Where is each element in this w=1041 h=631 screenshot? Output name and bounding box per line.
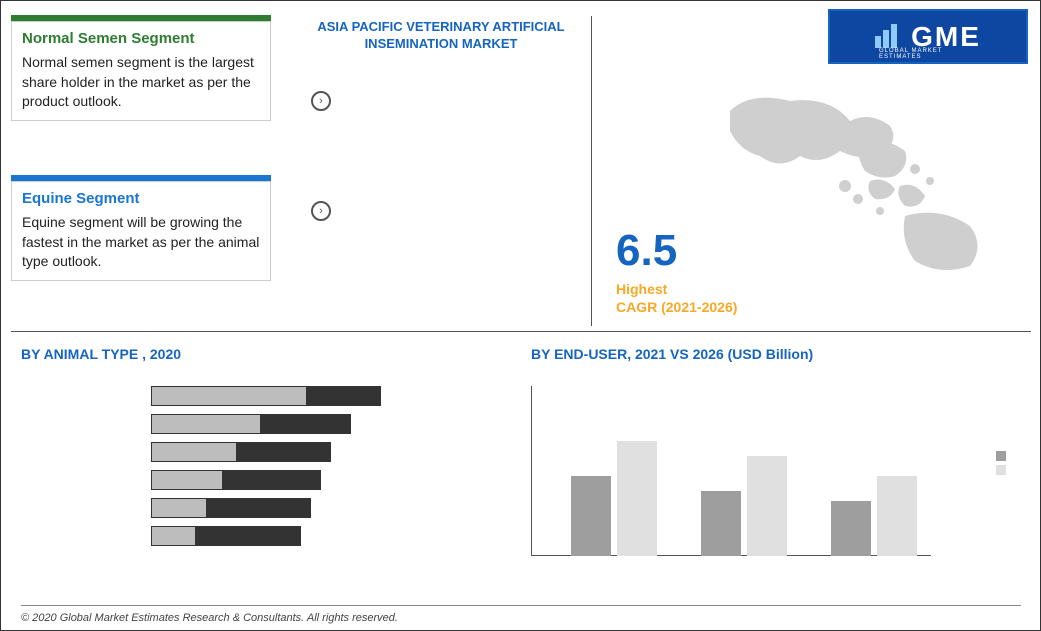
vbar-2021 <box>831 501 871 556</box>
vertical-divider <box>591 16 592 326</box>
box2-text: Equine segment will be growing the faste… <box>22 213 260 272</box>
vbar-2026 <box>617 441 657 556</box>
by-label: BY <box>21 346 40 362</box>
vbar-group <box>701 456 791 556</box>
logo-subtitle: GLOBAL MARKET ESTIMATES <box>879 48 977 60</box>
cagr-value: 6.5 <box>616 226 677 276</box>
cagr-label-highest: Highest <box>616 281 667 297</box>
end-user-chart <box>531 386 931 576</box>
chart-right-title: BY END-USER, 2021 VS 2026 (USD Billion) <box>531 346 813 362</box>
arrow-icon: › <box>311 91 331 111</box>
hbar-inner <box>152 443 237 461</box>
copyright-footer: © 2020 Global Market Estimates Research … <box>21 612 398 624</box>
box1-title: Normal Semen Segment <box>22 30 260 47</box>
vbar-2021 <box>701 491 741 556</box>
hbar-row <box>151 498 401 518</box>
chart-left-title-text: ANIMAL TYPE , 2020 <box>40 346 181 362</box>
info-box-equine: Equine Segment Equine segment will be gr… <box>11 181 271 281</box>
box1-text: Normal semen segment is the largest shar… <box>22 53 260 112</box>
by-label: BY <box>531 346 550 362</box>
hbar-inner <box>152 499 207 517</box>
main-title: ASIA PACIFIC VETERINARY ARTIFICIAL INSEM… <box>301 19 581 53</box>
hbar-row <box>151 526 401 546</box>
animal-type-chart <box>151 386 401 554</box>
hbar-inner <box>152 527 196 545</box>
y-axis <box>531 386 532 556</box>
hbar-outer <box>151 470 321 490</box>
asia-pacific-map-icon <box>710 81 1010 281</box>
hbar-inner <box>152 415 261 433</box>
chart-left-title: BY ANIMAL TYPE , 2020 <box>21 346 181 362</box>
vbar-2021 <box>571 476 611 556</box>
hbar-outer <box>151 498 311 518</box>
footer-divider <box>21 605 1021 606</box>
hbar-outer <box>151 414 351 434</box>
vbar-2026 <box>877 476 917 556</box>
legend-swatch <box>996 465 1006 475</box>
hbar-inner <box>152 387 307 405</box>
chart-legend <box>996 451 1010 479</box>
gme-logo: GME GLOBAL MARKET ESTIMATES <box>828 9 1028 64</box>
arrow-icon: › <box>311 201 331 221</box>
hbar-outer <box>151 442 331 462</box>
box2-title: Equine Segment <box>22 190 260 207</box>
hbar-row <box>151 470 401 490</box>
horizontal-divider <box>11 331 1031 332</box>
legend-swatch <box>996 451 1006 461</box>
vbar-2026 <box>747 456 787 556</box>
infographic-container: GME GLOBAL MARKET ESTIMATES Normal Semen… <box>0 0 1041 631</box>
cagr-label-period: CAGR (2021-2026) <box>616 299 737 315</box>
legend-item <box>996 451 1010 461</box>
hbar-outer <box>151 526 301 546</box>
logo-bars-icon <box>875 24 905 49</box>
chart-right-title-text: END-USER, 2021 VS 2026 (USD Billion) <box>550 346 813 362</box>
info-box-normal-semen: Normal Semen Segment Normal semen segmen… <box>11 21 271 121</box>
vbar-group <box>831 476 921 556</box>
legend-item <box>996 465 1010 475</box>
hbar-row <box>151 386 401 406</box>
vbar-group <box>571 441 661 556</box>
hbar-row <box>151 414 401 434</box>
hbar-row <box>151 442 401 462</box>
hbar-outer <box>151 386 381 406</box>
hbar-inner <box>152 471 223 489</box>
